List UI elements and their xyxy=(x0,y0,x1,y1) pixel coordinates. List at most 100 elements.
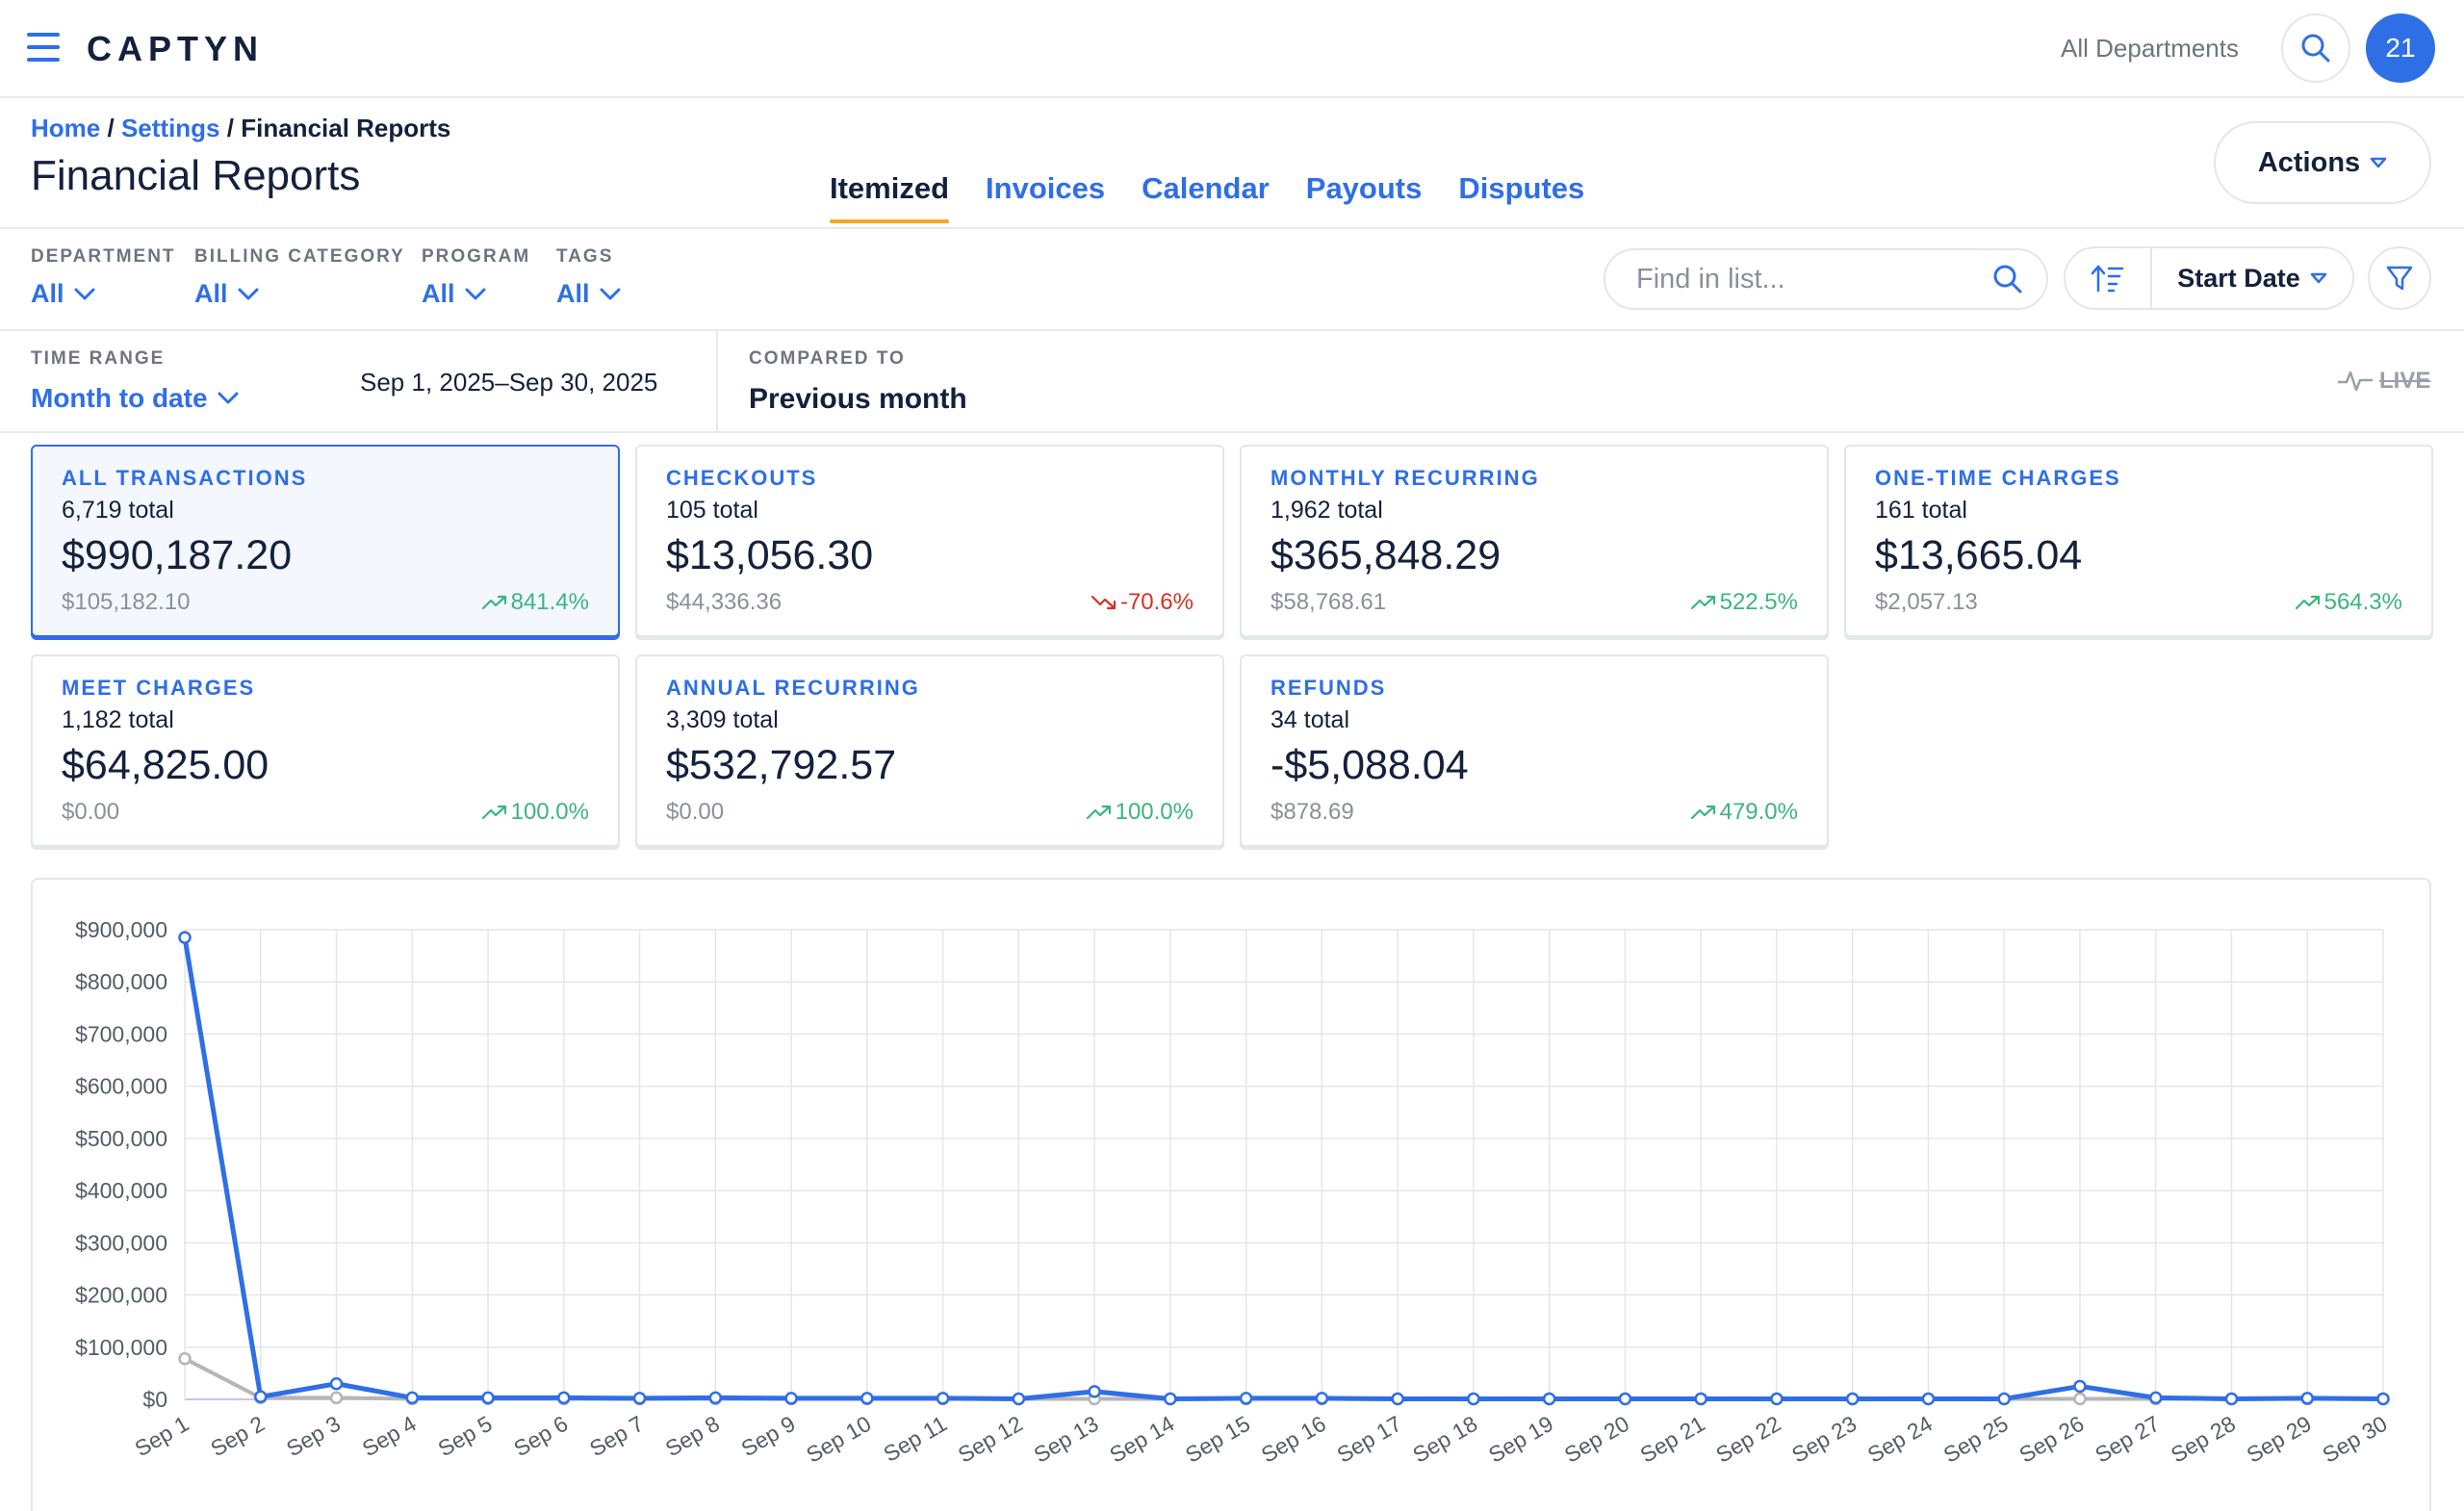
tab-itemized[interactable]: Itemized xyxy=(830,171,950,223)
brand-logo[interactable]: CAPTYN xyxy=(87,29,265,68)
tab-invoices[interactable]: Invoices xyxy=(986,171,1106,205)
card-amount: -$5,088.04 xyxy=(1270,742,1469,788)
stat-card-one-time-charges[interactable]: ONE-TIME CHARGES 161 total $13,665.04 $2… xyxy=(1844,445,2433,637)
data-point-previous xyxy=(178,1351,192,1366)
stat-card-monthly-recurring[interactable]: MONTHLY RECURRING 1,962 total $365,848.2… xyxy=(1240,445,1829,637)
time-range-label: TIME RANGE xyxy=(31,348,166,369)
compared-to-select[interactable]: Previous month xyxy=(749,383,967,415)
billing-category-filter[interactable]: BILLING CATEGORY All xyxy=(194,246,405,309)
data-point-current xyxy=(254,1390,268,1404)
x-tick-label: Sep 18 xyxy=(1408,1411,1481,1468)
series-line-current xyxy=(182,936,2384,1401)
y-tick-label: $400,000 xyxy=(75,1178,167,1203)
y-tick-label: $800,000 xyxy=(75,969,167,994)
department-filter[interactable]: DEPARTMENT All xyxy=(31,246,176,309)
data-point-current xyxy=(708,1391,723,1405)
actions-label: Actions xyxy=(2257,146,2361,178)
breadcrumb-separator: / xyxy=(107,114,115,142)
report-tabs: Itemized Invoices Calendar Payouts Dispu… xyxy=(830,171,1584,223)
search-input[interactable]: Find in list... xyxy=(1604,248,2048,310)
data-point-current xyxy=(1997,1392,2011,1406)
y-tick-label: $900,000 xyxy=(75,917,167,942)
search-placeholder: Find in list... xyxy=(1636,263,1785,295)
menu-icon[interactable] xyxy=(27,33,60,62)
data-point-current xyxy=(2300,1392,2314,1405)
x-tick-label: Sep 22 xyxy=(1711,1411,1784,1468)
filter-label: DEPARTMENT xyxy=(31,246,176,267)
tab-disputes[interactable]: Disputes xyxy=(1458,171,1585,205)
data-point-current xyxy=(1542,1392,1556,1406)
stat-card-checkouts[interactable]: CHECKOUTS 105 total $13,056.30 $44,336.3… xyxy=(635,445,1224,637)
stat-card-all-transactions[interactable]: ALL TRANSACTIONS 6,719 total $990,187.20… xyxy=(31,445,620,637)
card-amount: $13,665.04 xyxy=(1875,532,2083,578)
chevron-down-icon xyxy=(238,288,259,299)
stat-card-refunds[interactable]: REFUNDS 34 total -$5,088.04 $878.69 479.… xyxy=(1240,654,1829,847)
data-point-current xyxy=(1618,1392,1632,1406)
x-tick-label: Sep 7 xyxy=(585,1411,648,1462)
filter-value[interactable]: All xyxy=(194,279,405,309)
data-point-current xyxy=(178,931,192,944)
x-tick-label: Sep 9 xyxy=(737,1411,800,1462)
filter-label: PROGRAM xyxy=(422,246,531,267)
data-point-current xyxy=(2224,1392,2239,1406)
live-toggle[interactable]: LIVE xyxy=(2337,368,2430,395)
y-tick-label: $300,000 xyxy=(75,1230,167,1255)
chevron-down-icon xyxy=(74,288,95,299)
card-amount: $365,848.29 xyxy=(1270,532,1502,578)
trend-up-icon xyxy=(481,805,506,820)
filter-value[interactable]: All xyxy=(422,279,530,309)
x-tick-label: Sep 13 xyxy=(1029,1411,1102,1468)
x-tick-label: Sep 26 xyxy=(2015,1411,2088,1468)
filter-button[interactable] xyxy=(2368,246,2431,310)
card-amount: $64,825.00 xyxy=(62,742,270,788)
stat-card-meet-charges[interactable]: MEET CHARGES 1,182 total $64,825.00 $0.0… xyxy=(31,654,620,847)
card-count: 161 total xyxy=(1875,497,1967,524)
data-point-current xyxy=(405,1391,420,1405)
x-tick-label: Sep 30 xyxy=(2318,1411,2391,1468)
tags-filter[interactable]: TAGS All xyxy=(556,246,621,309)
filter-value[interactable]: All xyxy=(31,279,176,309)
tab-calendar[interactable]: Calendar xyxy=(1142,171,1270,205)
avatar[interactable]: 21 xyxy=(2366,13,2435,83)
program-filter[interactable]: PROGRAM All xyxy=(422,246,530,309)
actions-button[interactable]: Actions xyxy=(2214,121,2431,204)
data-point-current xyxy=(784,1392,798,1405)
breadcrumb-home[interactable]: Home xyxy=(31,114,101,142)
x-tick-label: Sep 20 xyxy=(1560,1411,1633,1468)
y-tick-label: $100,000 xyxy=(75,1335,167,1360)
card-title: MONTHLY RECURRING xyxy=(1270,466,1540,490)
divider xyxy=(0,329,2464,331)
card-change: 100.0% xyxy=(481,799,589,826)
card-title: ONE-TIME CHARGES xyxy=(1875,466,2121,490)
x-tick-label: Sep 25 xyxy=(1939,1411,2013,1468)
card-amount: $13,056.30 xyxy=(666,532,874,578)
pulse-icon xyxy=(2338,371,2373,392)
card-change: 564.3% xyxy=(2295,589,2402,616)
date-range[interactable]: Sep 1, 2025–Sep 30, 2025 xyxy=(360,368,658,397)
filter-value[interactable]: All xyxy=(556,279,621,309)
card-title: ANNUAL RECURRING xyxy=(666,676,920,700)
stat-card-annual-recurring[interactable]: ANNUAL RECURRING 3,309 total $532,792.57… xyxy=(635,654,1224,847)
x-tick-label: Sep 6 xyxy=(509,1411,572,1462)
breadcrumb-settings[interactable]: Settings xyxy=(120,114,220,142)
data-point-current xyxy=(860,1392,874,1405)
card-title: REFUNDS xyxy=(1270,676,1387,700)
trend-up-icon xyxy=(1690,805,1715,820)
breadcrumb-separator: / xyxy=(226,114,234,142)
sort-field-select[interactable]: Start Date xyxy=(2152,264,2352,294)
card-title: CHECKOUTS xyxy=(666,466,818,490)
card-change: 100.0% xyxy=(1086,799,1194,826)
department-selector[interactable]: All Departments xyxy=(2061,34,2239,63)
x-tick-label: Sep 29 xyxy=(2243,1411,2316,1468)
sort-direction-button[interactable] xyxy=(2066,248,2152,308)
trend-up-icon xyxy=(481,595,506,610)
compared-to-label: COMPARED TO xyxy=(749,348,906,369)
data-point-current xyxy=(1012,1392,1026,1406)
time-range-select[interactable]: Month to date xyxy=(31,383,239,414)
search-button[interactable] xyxy=(2281,13,2350,83)
x-tick-label: Sep 4 xyxy=(358,1411,421,1462)
breadcrumb: Home / Settings / Financial Reports xyxy=(31,114,450,143)
data-point-current xyxy=(2148,1391,2163,1405)
data-point-previous xyxy=(2073,1392,2087,1406)
tab-payouts[interactable]: Payouts xyxy=(1305,171,1423,205)
